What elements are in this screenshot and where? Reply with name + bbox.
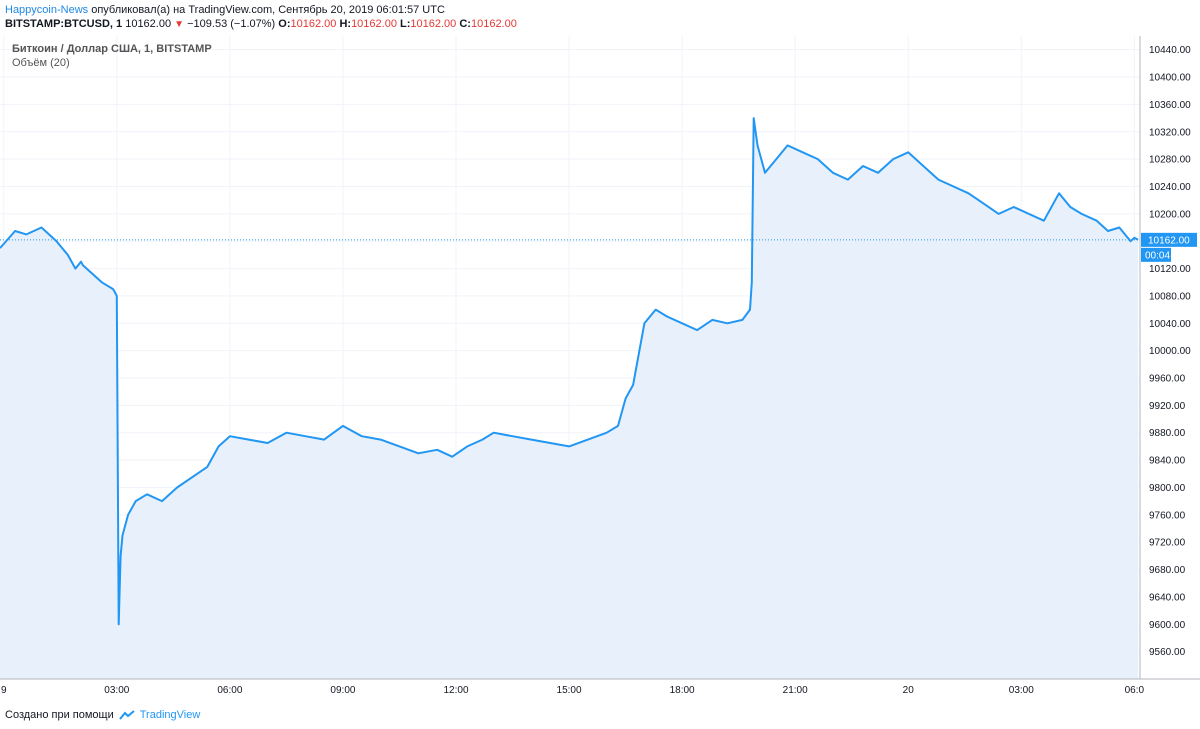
price-tick-label: 10440.00 [1149, 45, 1191, 56]
open-label: O: [278, 18, 291, 30]
price-tick-label: 9920.00 [1149, 401, 1186, 412]
price-tick-label: 9800.00 [1149, 483, 1186, 494]
countdown-badge-box [1141, 247, 1171, 262]
close-label: C: [459, 18, 471, 30]
price-tick-label: 9760.00 [1149, 510, 1186, 521]
price-badge: 10162.00 00:04 [1141, 232, 1197, 262]
price-tick-label: 9640.00 [1149, 592, 1186, 603]
tradingview-brand-link[interactable]: TradingView [139, 709, 201, 721]
price-tick-label: 10240.00 [1149, 182, 1191, 193]
close-value: 10162.00 [470, 18, 517, 30]
price-badge-value: 10162.00 [1148, 235, 1190, 246]
low-value: 10162.00 [410, 18, 457, 30]
price-tick-label: 10120.00 [1149, 264, 1191, 275]
time-tick-label: 20 [903, 685, 915, 696]
last-price: 10162.00 [125, 18, 172, 30]
price-tick-label: 10000.00 [1149, 346, 1191, 357]
price-tick-label: 9680.00 [1149, 565, 1186, 576]
ohlc-line: BITSTAMP:BTCUSD, 1 10162.00 ▼ −109.53 (−… [5, 17, 517, 32]
volume-title: Объём (20) [12, 57, 70, 69]
time-tick-label: 15:00 [557, 685, 582, 696]
time-tick-label: 06:00 [217, 685, 242, 696]
time-tick-label: 03:00 [104, 685, 129, 696]
price-badge-box [1141, 232, 1197, 247]
price-tick-label: 9960.00 [1149, 374, 1186, 385]
publish-info: Happycoin-News опубликовал(а) на Trading… [5, 3, 445, 17]
publish-text: опубликовал(а) на TradingView.com, Сентя… [91, 4, 445, 16]
low-label: L: [400, 18, 411, 30]
price-tick-label: 10320.00 [1149, 127, 1191, 138]
tradingview-logo-icon [118, 710, 135, 720]
time-tick-label: 12:00 [443, 685, 468, 696]
time-tick-label: 03:00 [1009, 685, 1034, 696]
price-tick-label: 10360.00 [1149, 100, 1191, 111]
time-axis[interactable]: 9 03:00 06:00 09:00 12:00 15:00 18:00 21:00 20 03… [1, 685, 1145, 696]
down-arrow-icon: ▼ [174, 19, 185, 30]
series-title: Биткоин / Доллар США, 1, BITSTAMP [12, 43, 212, 55]
price-tick-label: 9880.00 [1149, 428, 1186, 439]
price-tick-label: 10040.00 [1149, 319, 1191, 330]
time-tick-label: 18:00 [670, 685, 695, 696]
price-axis[interactable]: 10440.00 10400.00 10360.00 10320.00 10280.00… [1149, 45, 1191, 658]
price-tick-label: 10080.00 [1149, 291, 1191, 302]
time-tick-label: 9 [1, 685, 7, 696]
author-link[interactable]: Happycoin-News [5, 4, 89, 16]
chart-frame[interactable]: 10440.00 10400.00 10360.00 10320.00 10280.00… [0, 36, 1200, 709]
countdown-badge-value: 00:04 [1145, 250, 1170, 261]
price-tick-label: 10400.00 [1149, 73, 1191, 84]
time-tick-label: 21:00 [783, 685, 808, 696]
open-value: 10162.00 [290, 18, 337, 30]
price-change: −109.53 (−1.07%) [187, 18, 276, 30]
price-chart[interactable]: 10440.00 10400.00 10360.00 10320.00 10280.00… [0, 36, 1200, 709]
time-tick-label: 09:00 [330, 685, 355, 696]
price-tick-label: 9720.00 [1149, 538, 1186, 549]
footer: Создано при помощи TradingView [5, 708, 200, 722]
time-tick-label: 06:0 [1125, 685, 1145, 696]
price-area [0, 118, 1139, 680]
price-tick-label: 9600.00 [1149, 620, 1186, 631]
price-tick-label: 9560.00 [1149, 647, 1186, 658]
high-value: 10162.00 [351, 18, 397, 30]
price-line [0, 117, 1139, 626]
footer-text: Создано при помощи [5, 709, 114, 721]
symbol-label: BITSTAMP:BTCUSD, 1 [5, 18, 123, 30]
high-label: H: [339, 18, 352, 30]
price-tick-label: 10280.00 [1149, 155, 1191, 166]
price-tick-label: 9840.00 [1149, 456, 1186, 467]
price-tick-label: 10200.00 [1149, 209, 1191, 220]
